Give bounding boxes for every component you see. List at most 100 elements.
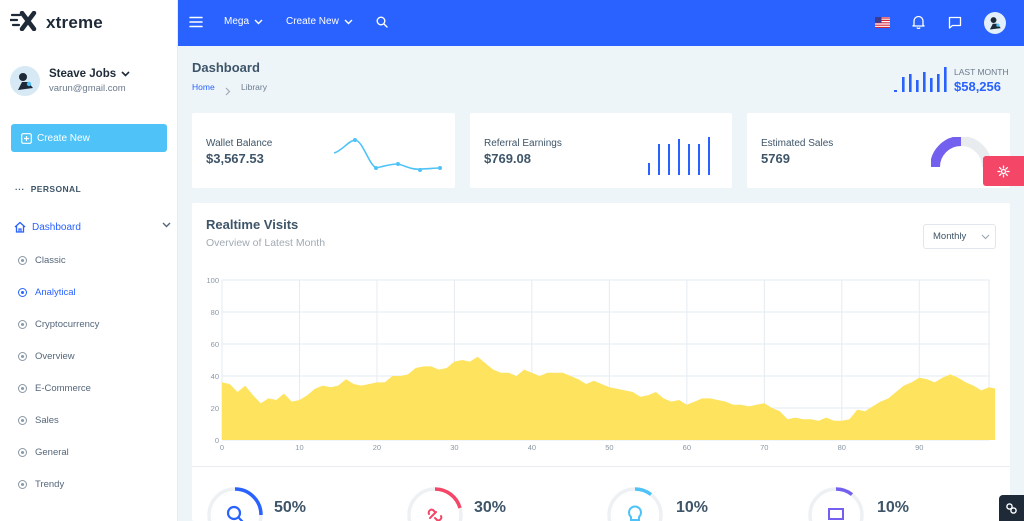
top-navbar: Mega Create New — [178, 0, 1024, 46]
breadcrumb-home[interactable]: Home — [192, 82, 215, 92]
y-tick-label: 80 — [211, 308, 219, 317]
y-tick-label: 60 — [211, 340, 219, 349]
stat-ring-link — [407, 487, 463, 521]
sidebar-item-label: General — [35, 446, 69, 458]
x-tick-label: 0 — [220, 443, 224, 452]
y-tick-label: 100 — [206, 276, 219, 285]
chevron-down-icon — [162, 222, 171, 228]
series-area — [222, 356, 995, 440]
stat-ring-laptop — [808, 487, 864, 521]
card-label: Referral Earnings — [484, 138, 562, 149]
lightbulb-icon — [628, 505, 642, 521]
chevron-down-icon — [981, 234, 990, 240]
stat-percent: 10% — [877, 499, 910, 516]
sidebar-item-general[interactable]: General — [18, 444, 69, 460]
home-icon — [14, 221, 26, 233]
link-icon — [1005, 502, 1018, 515]
sidebar-item-label: Classic — [35, 254, 66, 266]
card-value: $769.08 — [484, 151, 531, 166]
sidebar-item-dashboard[interactable]: Dashboard — [14, 218, 174, 236]
create-new-button[interactable]: Create New — [11, 124, 167, 152]
user-email: varun@gmail.com — [49, 83, 126, 94]
user-profile[interactable]: Steave Jobs varun@gmail.com — [10, 66, 130, 96]
app-name: xtreme — [46, 13, 103, 32]
wallet-balance-card: Wallet Balance $3,567.53 — [192, 113, 455, 188]
mega-menu-label: Mega — [224, 16, 250, 27]
sidebar-item-cryptocurrency[interactable]: Cryptocurrency — [18, 316, 99, 332]
y-tick-label: 20 — [211, 404, 219, 413]
y-tick-label: 40 — [211, 372, 219, 381]
stat-percent: 50% — [274, 499, 307, 516]
realtime-visits-card — [192, 203, 1010, 521]
stat-ring-bulb — [607, 487, 663, 521]
sidebar-item-label: E-Commerce — [35, 382, 91, 394]
x-tick-label: 90 — [915, 443, 923, 452]
message-icon[interactable] — [948, 16, 962, 29]
referral-earnings-card: Referral Earnings $769.08 — [470, 113, 732, 188]
us-flag-icon[interactable] — [875, 17, 890, 28]
x-tick-label: 30 — [450, 443, 458, 452]
card-label: Wallet Balance — [206, 138, 273, 149]
settings-gear-button[interactable] — [983, 156, 1024, 186]
wallet-sparkline — [333, 138, 442, 172]
chevron-down-icon — [254, 19, 263, 25]
sidebar-item-trendy[interactable]: Trendy — [18, 476, 64, 492]
period-select[interactable]: Monthly — [923, 224, 996, 249]
user-name: Steave Jobs — [49, 68, 117, 80]
create-new-menu[interactable]: Create New — [286, 16, 353, 27]
x-tick-label: 10 — [295, 443, 303, 452]
x-tick-label: 70 — [760, 443, 768, 452]
sidebar-item-label: Analytical — [35, 286, 76, 298]
divider — [192, 466, 1010, 467]
sidebar-item-ecommerce[interactable]: E-Commerce — [18, 380, 91, 396]
dots-icon: ··· — [15, 184, 25, 194]
circle-icon — [18, 351, 27, 361]
avatar — [10, 66, 40, 96]
hamburger-menu-icon[interactable] — [189, 16, 203, 28]
sidebar-item-label: Cryptocurrency — [35, 318, 100, 330]
chevron-down-icon[interactable] — [121, 71, 130, 77]
circle-icon — [18, 383, 27, 393]
circle-icon — [18, 447, 27, 457]
estimated-sales-card: Estimated Sales 5769 — [747, 113, 1010, 188]
sidebar-item-classic[interactable]: Classic — [18, 252, 66, 268]
chart-subtitle: Overview of Latest Month — [206, 237, 326, 249]
chevron-right-icon — [225, 83, 231, 101]
chart-title: Realtime Visits — [206, 217, 299, 232]
period-select-value: Monthly — [933, 231, 967, 242]
x-tick-label: 40 — [528, 443, 536, 452]
card-value: 5769 — [761, 151, 790, 166]
sidebar-item-analytical[interactable]: Analytical — [18, 284, 76, 300]
avatar[interactable] — [984, 12, 1006, 34]
logo[interactable]: xtreme — [0, 0, 178, 46]
circle-icon — [18, 255, 27, 265]
card-label: Estimated Sales — [761, 138, 834, 149]
search-icon[interactable] — [376, 16, 388, 28]
last-month-value: $58,256 — [954, 79, 1001, 94]
link-toggle-button[interactable] — [999, 495, 1024, 521]
sidebar-item-overview[interactable]: Overview — [18, 348, 75, 364]
breadcrumb-current: Library — [241, 82, 267, 92]
section-heading: ··· PERSONAL — [15, 184, 81, 194]
create-new-menu-label: Create New — [286, 16, 339, 27]
mega-menu[interactable]: Mega — [224, 16, 263, 27]
sidebar-item-label: Sales — [35, 414, 59, 426]
sidebar-item-label: Trendy — [35, 478, 65, 490]
circle-icon — [18, 319, 27, 329]
bell-icon[interactable] — [912, 15, 925, 29]
card-value: $3,567.53 — [206, 151, 264, 166]
laptop-icon — [828, 508, 844, 520]
gear-icon — [997, 164, 1010, 178]
logo-icon — [8, 10, 38, 36]
chevron-down-icon — [344, 19, 353, 25]
sidebar-item-sales[interactable]: Sales — [18, 412, 59, 428]
plus-square-icon — [21, 132, 32, 144]
stat-percent: 30% — [474, 499, 507, 516]
section-label: PERSONAL — [30, 184, 82, 194]
circle-icon — [18, 287, 27, 297]
x-tick-label: 60 — [683, 443, 691, 452]
create-new-label: Create New — [37, 132, 90, 144]
search-icon — [226, 505, 242, 521]
realtime-visits-chart: 0 20 40 60 80 100 0 10 20 30 40 50 60 70 80 90 — [206, 276, 995, 452]
circle-icon — [18, 415, 27, 425]
